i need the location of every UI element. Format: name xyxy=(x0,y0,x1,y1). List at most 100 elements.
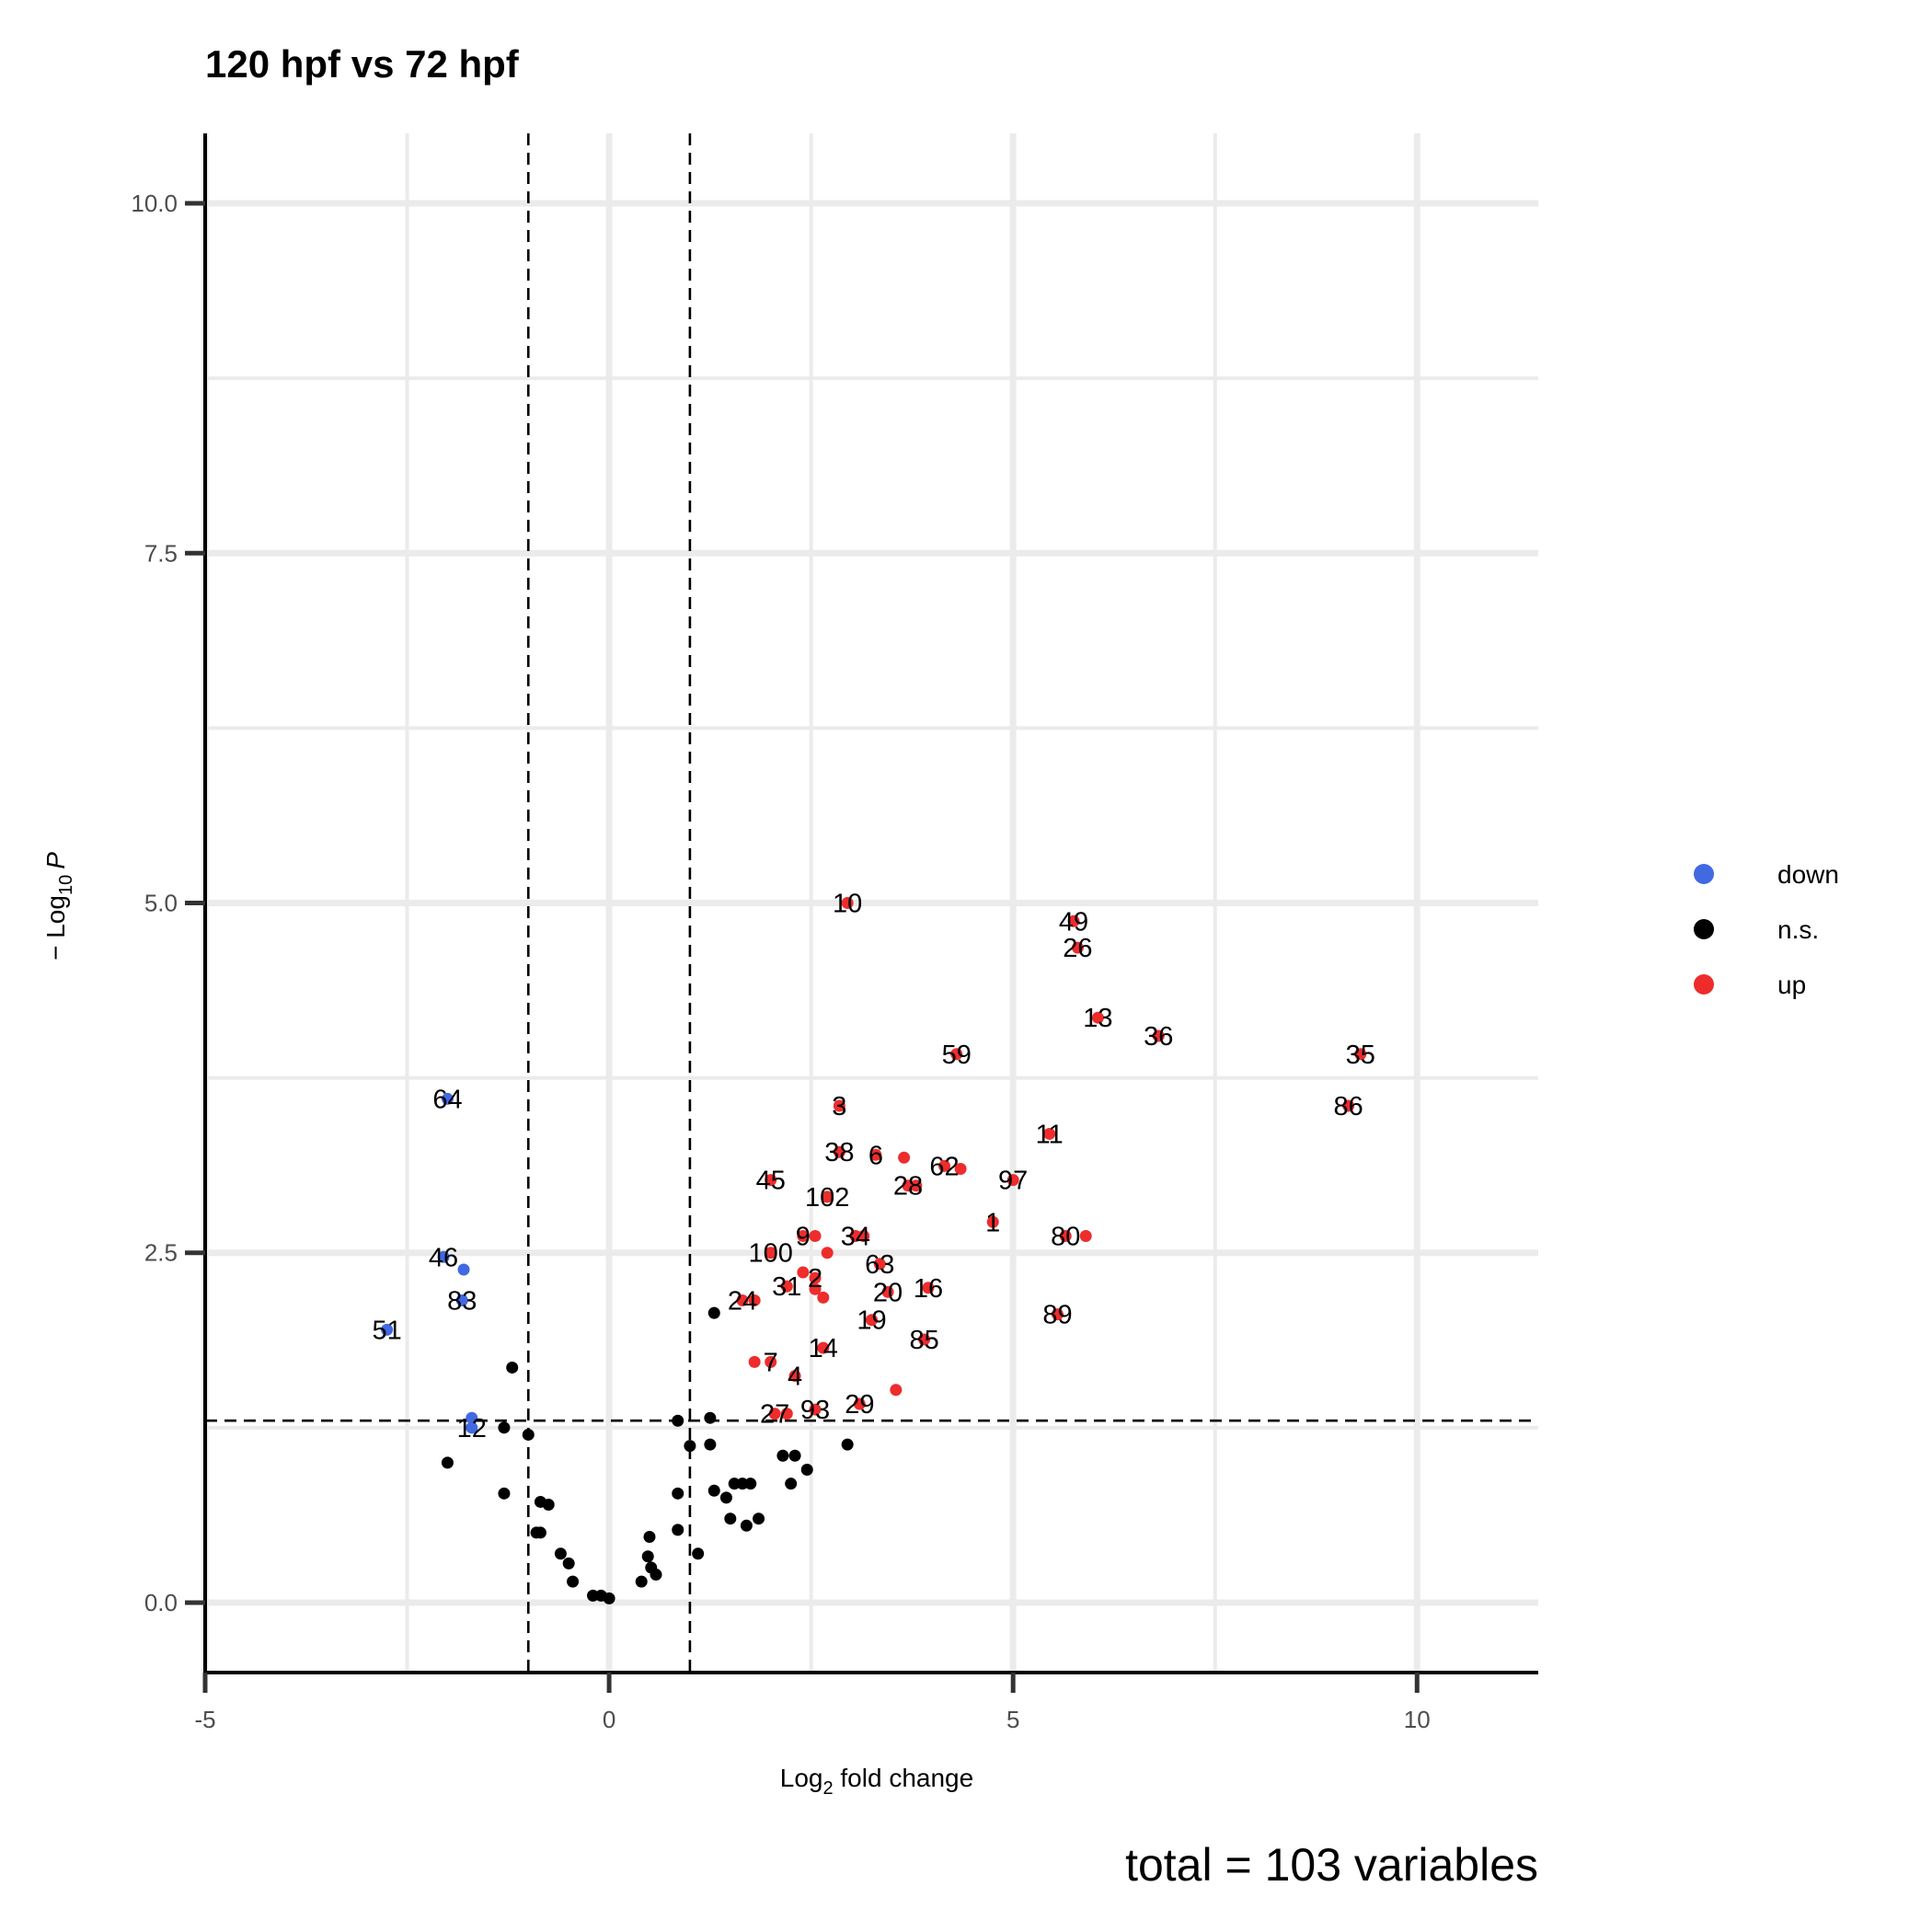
point-up xyxy=(910,1179,923,1192)
y-axis-ticks: 0.0 2.5 5.0 7.5 10.0 xyxy=(131,190,205,1616)
point-label: 2 xyxy=(808,1264,822,1294)
legend: down n.s. up xyxy=(1694,860,1839,999)
point-label: 11 xyxy=(1036,1120,1064,1149)
data-points xyxy=(381,897,1367,1604)
point-label: 3 xyxy=(832,1092,846,1121)
point-ns xyxy=(498,1487,511,1500)
point-up xyxy=(797,1266,810,1279)
grid-lines xyxy=(201,133,1538,1673)
y-axis-label-subscript: 10 xyxy=(56,875,76,895)
point-ns xyxy=(542,1498,555,1511)
point-up xyxy=(833,1145,845,1158)
point-ns xyxy=(776,1449,789,1462)
point-label: 34 xyxy=(841,1222,870,1251)
y-tick-label: 5.0 xyxy=(144,890,178,917)
point-ns xyxy=(744,1478,757,1490)
point-label: 89 xyxy=(1042,1301,1072,1330)
x-tick-label: 5 xyxy=(1006,1706,1019,1733)
point-up xyxy=(1354,1048,1367,1061)
point-ns xyxy=(672,1414,684,1427)
x-axis-label-subscript: 2 xyxy=(823,1778,834,1799)
point-up xyxy=(1071,941,1084,954)
point-label: 46 xyxy=(429,1243,458,1272)
point-up xyxy=(866,1314,878,1327)
point-up xyxy=(780,1280,793,1293)
point-up xyxy=(1091,1011,1104,1024)
y-axis-label-var: P xyxy=(41,852,70,869)
point-ns xyxy=(567,1575,580,1588)
point-down xyxy=(466,1421,478,1434)
chart-title: 120 hpf vs 72 hpf xyxy=(205,42,520,86)
point-ns xyxy=(562,1557,575,1570)
point-down xyxy=(437,1250,450,1263)
point-label: 24 xyxy=(728,1286,757,1316)
point-label: 10 xyxy=(833,890,862,919)
point-down xyxy=(457,1263,470,1276)
point-up xyxy=(748,1355,761,1368)
point-label: 100 xyxy=(749,1239,793,1269)
point-ns xyxy=(724,1512,737,1525)
point-ns xyxy=(707,1484,720,1497)
point-label: 20 xyxy=(873,1278,903,1307)
point-label: 49 xyxy=(1059,907,1088,937)
x-axis-label: Log2 fold change xyxy=(780,1764,973,1799)
point-label: 45 xyxy=(756,1167,786,1196)
point-label: 86 xyxy=(1333,1092,1363,1121)
point-down xyxy=(381,1323,394,1336)
point-up xyxy=(765,1355,777,1368)
point-up xyxy=(950,1048,963,1061)
point-label: 38 xyxy=(824,1138,854,1167)
point-ns xyxy=(740,1519,753,1532)
point-label: 16 xyxy=(914,1274,943,1304)
y-axis-label: − Log10 P xyxy=(41,852,76,960)
point-ns xyxy=(641,1550,654,1563)
point-up xyxy=(788,1370,801,1383)
point-label: 63 xyxy=(865,1250,894,1280)
point-up xyxy=(873,1258,886,1271)
point-ns xyxy=(603,1592,615,1604)
point-down xyxy=(455,1294,468,1306)
point-ns xyxy=(534,1526,546,1539)
point-up xyxy=(1006,1174,1019,1187)
point-ns xyxy=(498,1421,511,1434)
point-label: 85 xyxy=(909,1326,938,1355)
point-label: 9 xyxy=(796,1222,811,1251)
point-up xyxy=(881,1285,894,1298)
point-up xyxy=(954,1162,967,1175)
point-up xyxy=(809,1403,822,1416)
point-label: 4 xyxy=(788,1363,802,1392)
point-label: 36 xyxy=(1144,1022,1173,1052)
point-label: 27 xyxy=(760,1400,789,1430)
point-label: 97 xyxy=(998,1167,1028,1196)
point-up xyxy=(809,1282,822,1295)
point-label: 19 xyxy=(857,1306,886,1336)
point-ns xyxy=(704,1411,717,1424)
x-tick-label: 10 xyxy=(1404,1706,1431,1733)
caption: total = 103 variables xyxy=(1125,1839,1538,1891)
point-ns xyxy=(785,1478,798,1490)
point-label: 14 xyxy=(809,1334,838,1363)
point-up xyxy=(857,1229,870,1242)
y-tick-label: 0.0 xyxy=(144,1589,178,1616)
point-label: 6 xyxy=(868,1141,883,1170)
point-label: 64 xyxy=(432,1085,462,1114)
point-label: 59 xyxy=(942,1041,972,1070)
point-ns xyxy=(753,1512,765,1525)
point-ns xyxy=(522,1428,535,1441)
point-up xyxy=(780,1408,793,1420)
cutoff-lines xyxy=(205,133,1538,1673)
point-up xyxy=(817,1341,830,1354)
legend-key-up xyxy=(1694,974,1714,995)
point-up xyxy=(1152,1029,1165,1042)
point-up xyxy=(853,1397,866,1410)
point-label: 62 xyxy=(929,1152,959,1181)
point-ns xyxy=(788,1449,801,1462)
legend-key-ns xyxy=(1694,919,1714,939)
point-down xyxy=(441,1092,454,1105)
x-axis-label-base: Log xyxy=(780,1764,823,1792)
point-ns xyxy=(672,1524,684,1536)
point-up xyxy=(869,1148,882,1161)
point-up xyxy=(809,1229,822,1242)
y-axis-label-pre: − Log xyxy=(41,895,70,960)
